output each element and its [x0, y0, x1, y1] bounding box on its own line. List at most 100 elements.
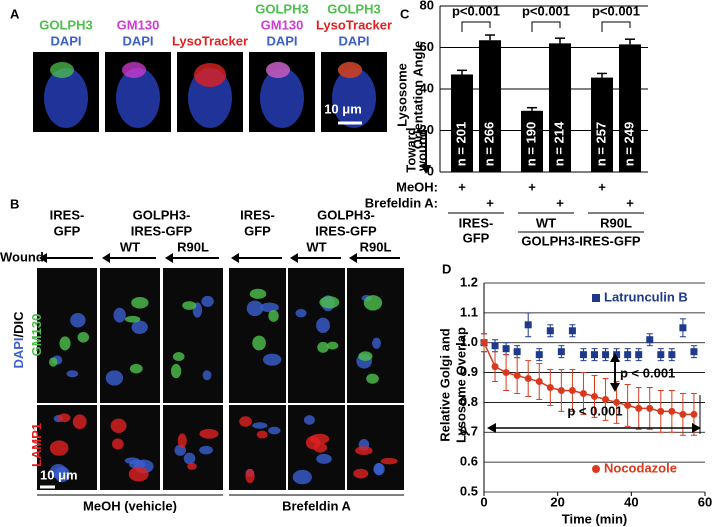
x-tick-label: 60 [698, 494, 712, 509]
arrow-head [102, 253, 110, 263]
cell-stain [363, 295, 383, 311]
cell-stain [129, 459, 146, 469]
cell-stain [77, 332, 90, 343]
scale-label: 10 μm [324, 101, 362, 116]
cell-stain [366, 373, 379, 384]
point [557, 348, 565, 356]
n-label: n = 257 [593, 122, 608, 166]
micrograph [288, 268, 345, 403]
row-mark: + [626, 195, 634, 210]
cell-stain [105, 370, 124, 386]
column-header: IRES- [50, 207, 85, 222]
panel-label: B [10, 196, 19, 211]
point [602, 395, 610, 403]
cell-stain [260, 302, 279, 313]
cell-stain [113, 307, 126, 323]
cell-stain [131, 320, 148, 334]
stain-label: LysoTracker [316, 17, 392, 32]
cell-stain [268, 310, 279, 322]
cell-stain [57, 413, 71, 423]
stain-label: GOLPH3 [255, 1, 308, 16]
cell-stain [183, 452, 196, 465]
y-axis-label: Lysosome Overlap [453, 327, 468, 443]
arrow-head [231, 253, 239, 263]
cell-stain [252, 335, 266, 351]
column-header: IRES-GFP [315, 223, 377, 238]
wound-label: Wound: [0, 249, 48, 264]
column-subheader: WT [306, 239, 326, 254]
point [613, 398, 621, 406]
point [513, 372, 521, 380]
cell-stain [316, 453, 332, 464]
arrow-head [610, 353, 620, 392]
panel-label: A [10, 6, 20, 21]
x-tick-label: 40 [624, 494, 638, 509]
side-label: GM130 [29, 314, 44, 357]
point [668, 351, 676, 359]
significance-bracket [531, 21, 561, 32]
group-label: R90L [600, 215, 632, 230]
y-axis-label: Relative Golgi and [437, 328, 452, 441]
point [624, 401, 632, 409]
point [602, 351, 610, 359]
x-tick-label: 0 [480, 494, 487, 509]
cell-stain [59, 336, 71, 351]
lyso-stain [194, 63, 226, 87]
bar [451, 74, 473, 172]
stain-label: DAPI [338, 33, 369, 48]
golgi-stain [122, 62, 146, 78]
point [657, 407, 665, 415]
micrograph [229, 405, 286, 490]
micrograph [229, 268, 286, 403]
bar [549, 43, 571, 172]
cell-stain [182, 301, 197, 310]
cell-stain [249, 288, 267, 299]
cell-stain [252, 422, 268, 429]
cell-stain [262, 353, 282, 366]
point [657, 351, 665, 359]
point [591, 351, 598, 359]
cell-stain [131, 296, 149, 309]
n-label: n = 249 [621, 122, 636, 166]
cell-stain [374, 463, 384, 475]
cell-stain [202, 370, 212, 381]
point [591, 392, 598, 400]
cell-stain [358, 351, 373, 361]
n-label: n = 201 [453, 122, 468, 166]
bar [619, 44, 641, 173]
legend-marker [592, 294, 600, 302]
significance-label: p<0.001 [592, 3, 640, 18]
point [491, 342, 499, 350]
point [668, 407, 676, 415]
column-header: GOLPH3- [133, 207, 191, 222]
bar [591, 77, 613, 172]
point [546, 384, 554, 391]
golgi-stain [338, 62, 362, 78]
cell-stain [309, 433, 330, 444]
point [646, 336, 654, 344]
cell-stain [199, 428, 219, 439]
row-mark: + [528, 179, 536, 194]
y-tick-label: 60 [420, 39, 434, 54]
point [524, 321, 532, 329]
y-tick-label: 0.5 [460, 483, 478, 498]
nucleus [260, 68, 304, 128]
point [535, 351, 543, 359]
y-tick-label: 1.2 [460, 274, 478, 289]
panel-label: D [442, 261, 451, 276]
point [568, 386, 576, 394]
arrow-head [421, 165, 431, 174]
cell-stain [124, 315, 141, 323]
y-tick-label: 0.8 [460, 394, 478, 409]
group-label: IRES- [459, 215, 494, 230]
column-header: GOLPH3- [317, 207, 375, 222]
group-label: GFP [463, 230, 490, 245]
cell-stain [172, 352, 185, 362]
point [579, 389, 587, 397]
point [613, 351, 621, 359]
cell-stain [353, 468, 369, 479]
y-tick-label: 0.9 [460, 364, 478, 379]
row-mark: + [598, 179, 606, 194]
point [624, 351, 632, 359]
cell-stain [50, 463, 67, 479]
